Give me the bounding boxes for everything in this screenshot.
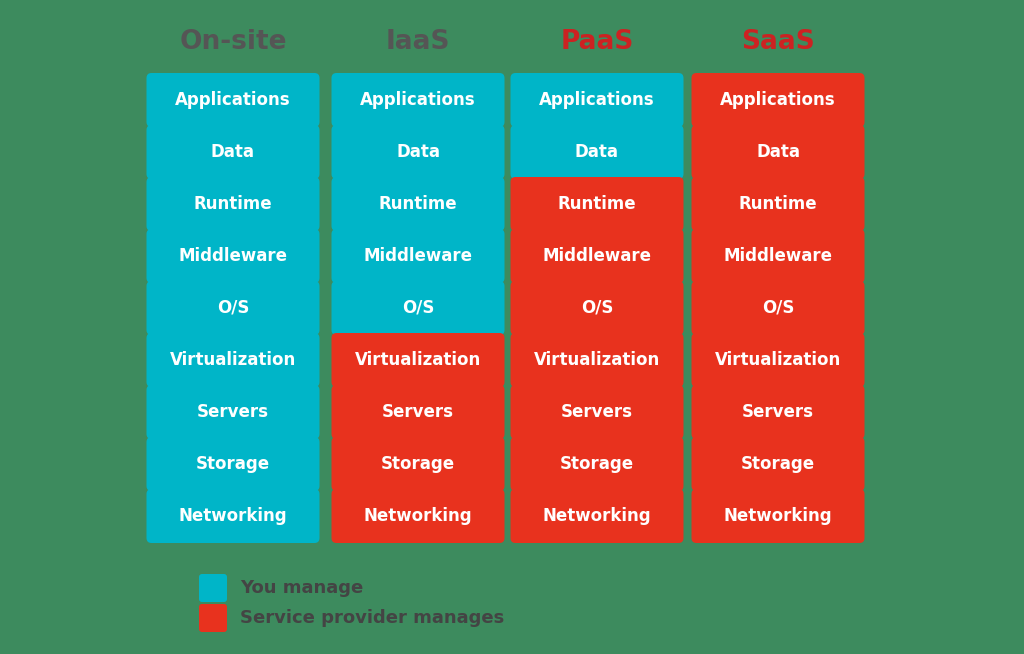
Text: Virtualization: Virtualization: [355, 351, 481, 369]
FancyBboxPatch shape: [146, 125, 319, 179]
Text: SaaS: SaaS: [741, 29, 815, 55]
Text: Data: Data: [211, 143, 255, 161]
Text: Data: Data: [575, 143, 618, 161]
Text: O/S: O/S: [762, 299, 795, 317]
FancyBboxPatch shape: [199, 604, 227, 632]
Text: Runtime: Runtime: [379, 195, 458, 213]
FancyBboxPatch shape: [691, 281, 864, 335]
Text: You manage: You manage: [240, 579, 364, 597]
Text: Storage: Storage: [381, 455, 455, 473]
Text: O/S: O/S: [401, 299, 434, 317]
FancyBboxPatch shape: [146, 73, 319, 127]
FancyBboxPatch shape: [146, 385, 319, 439]
FancyBboxPatch shape: [146, 333, 319, 387]
Text: IaaS: IaaS: [386, 29, 451, 55]
FancyBboxPatch shape: [332, 333, 505, 387]
FancyBboxPatch shape: [511, 437, 683, 491]
FancyBboxPatch shape: [332, 229, 505, 283]
Text: Middleware: Middleware: [543, 247, 651, 265]
FancyBboxPatch shape: [146, 229, 319, 283]
Text: Data: Data: [756, 143, 800, 161]
Text: Servers: Servers: [561, 403, 633, 421]
Text: Middleware: Middleware: [178, 247, 288, 265]
FancyBboxPatch shape: [511, 73, 683, 127]
FancyBboxPatch shape: [146, 177, 319, 231]
FancyBboxPatch shape: [511, 333, 683, 387]
Text: Networking: Networking: [364, 507, 472, 525]
Text: Applications: Applications: [360, 91, 476, 109]
Text: Applications: Applications: [175, 91, 291, 109]
Text: O/S: O/S: [581, 299, 613, 317]
Text: Applications: Applications: [720, 91, 836, 109]
FancyBboxPatch shape: [691, 489, 864, 543]
FancyBboxPatch shape: [199, 574, 227, 602]
Text: Networking: Networking: [178, 507, 288, 525]
FancyBboxPatch shape: [332, 489, 505, 543]
FancyBboxPatch shape: [332, 125, 505, 179]
Text: Data: Data: [396, 143, 440, 161]
FancyBboxPatch shape: [511, 125, 683, 179]
FancyBboxPatch shape: [511, 489, 683, 543]
Text: Servers: Servers: [742, 403, 814, 421]
Text: Virtualization: Virtualization: [715, 351, 841, 369]
FancyBboxPatch shape: [511, 385, 683, 439]
FancyBboxPatch shape: [332, 177, 505, 231]
FancyBboxPatch shape: [691, 177, 864, 231]
Text: Storage: Storage: [196, 455, 270, 473]
Text: Virtualization: Virtualization: [534, 351, 660, 369]
Text: PaaS: PaaS: [560, 29, 634, 55]
Text: Storage: Storage: [560, 455, 634, 473]
Text: Servers: Servers: [382, 403, 454, 421]
FancyBboxPatch shape: [691, 229, 864, 283]
FancyBboxPatch shape: [511, 281, 683, 335]
FancyBboxPatch shape: [146, 489, 319, 543]
Text: Middleware: Middleware: [724, 247, 833, 265]
Text: Virtualization: Virtualization: [170, 351, 296, 369]
Text: Networking: Networking: [543, 507, 651, 525]
Text: Runtime: Runtime: [738, 195, 817, 213]
Text: Servers: Servers: [197, 403, 269, 421]
FancyBboxPatch shape: [691, 385, 864, 439]
FancyBboxPatch shape: [332, 385, 505, 439]
FancyBboxPatch shape: [332, 281, 505, 335]
FancyBboxPatch shape: [511, 229, 683, 283]
Text: Networking: Networking: [724, 507, 833, 525]
FancyBboxPatch shape: [146, 437, 319, 491]
Text: Runtime: Runtime: [194, 195, 272, 213]
Text: Middleware: Middleware: [364, 247, 472, 265]
FancyBboxPatch shape: [332, 437, 505, 491]
FancyBboxPatch shape: [691, 125, 864, 179]
Text: Storage: Storage: [741, 455, 815, 473]
FancyBboxPatch shape: [691, 437, 864, 491]
Text: Applications: Applications: [540, 91, 654, 109]
FancyBboxPatch shape: [332, 73, 505, 127]
FancyBboxPatch shape: [691, 333, 864, 387]
FancyBboxPatch shape: [691, 73, 864, 127]
FancyBboxPatch shape: [146, 281, 319, 335]
Text: On-site: On-site: [179, 29, 287, 55]
Text: O/S: O/S: [217, 299, 249, 317]
Text: Service provider manages: Service provider manages: [240, 609, 504, 627]
Text: Runtime: Runtime: [558, 195, 636, 213]
FancyBboxPatch shape: [511, 177, 683, 231]
